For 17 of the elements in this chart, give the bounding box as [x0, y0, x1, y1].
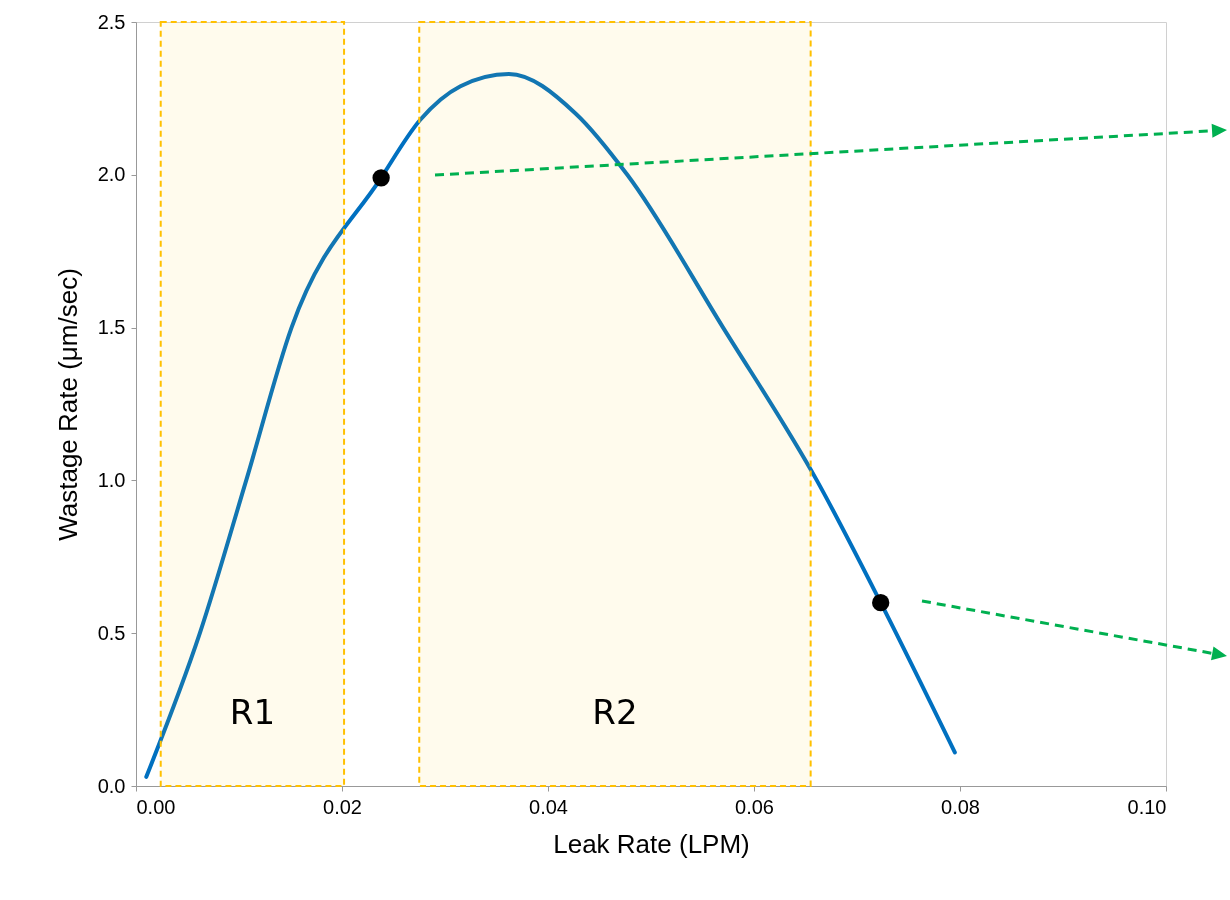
band-label: R1	[229, 692, 276, 732]
band-label: R2	[592, 692, 638, 732]
x-tick-label: 0.02	[323, 795, 362, 818]
x-tick-label: 0.10	[1127, 795, 1167, 818]
x-axis-title: Leak Rate (LPM)	[553, 828, 750, 859]
y-tick-label: 2.0	[97, 163, 126, 186]
y-tick-label: 0.5	[97, 621, 126, 644]
line-series	[144, 71, 957, 779]
y-tick-label: 1.5	[97, 316, 126, 339]
y-axis-title: Wastage Rate (μm/sec)	[52, 268, 83, 541]
x-tick-label: 0.06	[735, 795, 774, 818]
x-tick-label: 0.08	[941, 795, 980, 818]
y-tick-label: 0.0	[97, 774, 126, 797]
x-tick-label: 0.00	[136, 795, 176, 818]
y-tick-label: 2.5	[97, 10, 126, 33]
x-tick-label: 0.04	[529, 795, 568, 818]
y-tick-label: 1.0	[97, 468, 126, 491]
